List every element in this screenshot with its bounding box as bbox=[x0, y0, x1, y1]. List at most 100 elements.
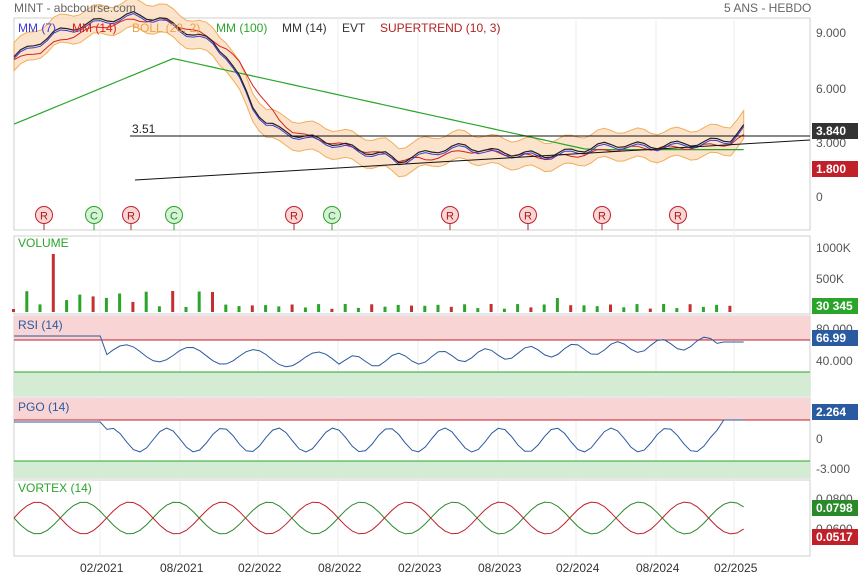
signal-circle-7 bbox=[519, 206, 537, 224]
volume-bar-14 bbox=[197, 291, 201, 312]
price-line bbox=[13, 10, 745, 164]
volume-bar-10 bbox=[144, 291, 148, 312]
signal-label-6: R bbox=[446, 211, 454, 223]
vortex-title: VORTEX (14) bbox=[18, 481, 92, 495]
signal-label-2: R bbox=[127, 211, 135, 223]
low-badge: 1.800 bbox=[812, 161, 858, 177]
legend-boll[interactable]: BOLL (20, 2) bbox=[132, 21, 201, 35]
volume-bar-51 bbox=[688, 304, 692, 312]
volume-bar-5 bbox=[78, 294, 82, 312]
volume-bar-16 bbox=[224, 304, 228, 312]
legend-mm14[interactable]: MM (14) bbox=[282, 21, 327, 35]
rsi-oversold-zone bbox=[14, 372, 810, 396]
volume-bar-20 bbox=[277, 306, 281, 312]
vortex-plus-line bbox=[13, 501, 744, 535]
volume-tick-500k: 500K bbox=[816, 272, 845, 286]
volume-bar-22 bbox=[303, 307, 307, 312]
signal-label-7: R bbox=[524, 211, 532, 223]
volume-bar-37 bbox=[502, 308, 506, 312]
legend-mm14-red[interactable]: MM (14) bbox=[72, 21, 117, 35]
volume-bar-17 bbox=[237, 306, 241, 312]
volume-bar-11 bbox=[157, 306, 161, 312]
signal-circle-1 bbox=[85, 206, 103, 224]
volume-bar-21 bbox=[290, 304, 294, 312]
volume-tick-1000k: 1000K bbox=[816, 241, 851, 255]
signal-label-0: R bbox=[40, 211, 48, 223]
panel-frame-1 bbox=[13, 235, 811, 315]
x-tick-02-2023: 02/2023 bbox=[398, 561, 442, 575]
signal-circle-2 bbox=[122, 206, 140, 224]
volume-bar-28 bbox=[383, 306, 387, 312]
panel-frame-4 bbox=[13, 479, 811, 557]
x-tick-08-2023: 08/2023 bbox=[478, 561, 522, 575]
x-tick-08-2022: 08/2022 bbox=[318, 561, 362, 575]
rsi-tick-40: 40.000 bbox=[816, 354, 853, 368]
x-tick-02-2021: 02/2021 bbox=[80, 561, 124, 575]
hline-label: 3.51 bbox=[132, 122, 156, 136]
volume-bar-24 bbox=[330, 308, 334, 312]
volume-bar-1 bbox=[25, 291, 29, 312]
volume-badge: 30 345 bbox=[812, 298, 858, 314]
signal-label-5: C bbox=[328, 211, 336, 223]
volume-bar-3 bbox=[51, 254, 55, 312]
volume-bar-23 bbox=[317, 304, 321, 312]
signal-circle-5 bbox=[323, 206, 341, 224]
pgo-lower-zone bbox=[14, 461, 810, 478]
legend-mm100[interactable]: MM (100) bbox=[216, 21, 268, 35]
vortex-plus-badge: 0.0798 bbox=[812, 500, 858, 516]
volume-bar-47 bbox=[635, 304, 639, 312]
volume-bar-34 bbox=[463, 304, 467, 312]
period-label[interactable]: 5 ANS - HEBDO bbox=[724, 1, 812, 15]
price-tick-6: 6.000 bbox=[816, 82, 847, 96]
mm7-line bbox=[13, 13, 745, 166]
volume-bar-39 bbox=[529, 307, 533, 312]
legend-supertrend[interactable]: SUPERTREND (10, 3) bbox=[380, 21, 501, 35]
signal-label-8: R bbox=[598, 211, 606, 223]
pgo-line bbox=[14, 419, 744, 453]
chart-title: MINT - abcbourse.com bbox=[14, 1, 136, 15]
rsi-line bbox=[14, 335, 744, 368]
volume-bar-4 bbox=[65, 300, 69, 312]
price-tick-9: 9.000 bbox=[816, 26, 847, 40]
volume-bar-41 bbox=[555, 298, 559, 312]
volume-bar-30 bbox=[410, 305, 413, 312]
volume-bar-32 bbox=[436, 304, 440, 312]
legend-mm7[interactable]: MM (7) bbox=[18, 21, 56, 35]
signal-label-1: C bbox=[90, 211, 98, 223]
volume-bar-7 bbox=[104, 297, 108, 312]
volume-bar-6 bbox=[91, 296, 95, 312]
bollinger-band bbox=[13, 0, 745, 178]
x-tick-02-2022: 02/2022 bbox=[238, 561, 282, 575]
volume-bar-40 bbox=[542, 304, 546, 312]
volume-bar-50 bbox=[675, 308, 679, 312]
signal-label-3: C bbox=[170, 211, 178, 223]
volume-bar-38 bbox=[516, 304, 520, 312]
x-tick-02-2025: 02/2025 bbox=[714, 561, 758, 575]
volume-bar-45 bbox=[609, 304, 612, 312]
volume-bar-48 bbox=[648, 308, 652, 312]
signal-circle-8 bbox=[593, 206, 611, 224]
volume-bar-29 bbox=[396, 304, 400, 312]
vortex-minus-badge: 0.0517 bbox=[812, 529, 858, 545]
volume-bar-25 bbox=[343, 304, 347, 312]
legend-evt[interactable]: EVT bbox=[342, 21, 366, 35]
volume-bar-2 bbox=[38, 304, 42, 312]
volume-bar-33 bbox=[449, 306, 453, 312]
signal-circle-9 bbox=[669, 206, 687, 224]
volume-bar-8 bbox=[118, 293, 122, 312]
rsi-title: RSI (14) bbox=[18, 318, 63, 332]
signal-label-4: R bbox=[290, 211, 298, 223]
signal-circle-4 bbox=[285, 206, 303, 224]
x-tick-08-2024: 08/2024 bbox=[636, 561, 680, 575]
x-tick-02-2024: 02/2024 bbox=[556, 561, 600, 575]
support-line bbox=[134, 139, 811, 181]
price-badge: 3.840 bbox=[812, 123, 858, 139]
volume-title: VOLUME bbox=[18, 236, 69, 250]
signal-label-9: R bbox=[674, 211, 682, 223]
volume-bar-19 bbox=[264, 305, 268, 312]
volume-bar-54 bbox=[728, 305, 732, 312]
volume-bar-27 bbox=[370, 304, 374, 312]
pgo-upper-zone bbox=[14, 398, 810, 420]
pgo-tick-0: 0 bbox=[816, 432, 823, 446]
